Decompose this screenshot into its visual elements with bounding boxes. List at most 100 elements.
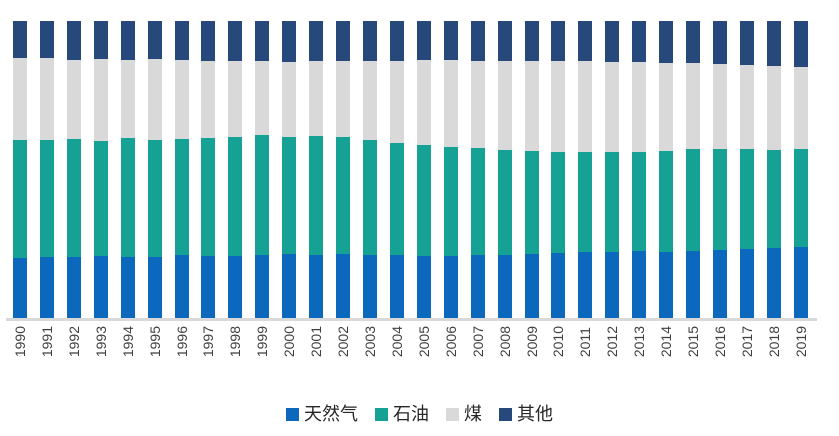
- x-tick-2014: 2014: [658, 326, 674, 357]
- bar-2018: [766, 21, 781, 318]
- bar-2006: [443, 21, 458, 318]
- segment-oil: [739, 149, 754, 250]
- x-tick-2018: 2018: [766, 326, 782, 357]
- x-tick-label: 2007: [469, 326, 486, 358]
- segment-natural-gas: [416, 255, 431, 318]
- segment-other: [632, 21, 647, 63]
- segment-other: [766, 21, 781, 66]
- segment-coal: [201, 60, 216, 139]
- x-tick-2015: 2015: [685, 326, 702, 358]
- segment-other: [147, 21, 162, 60]
- bar-2001: [309, 21, 324, 318]
- x-tick-label: 2003: [361, 326, 378, 358]
- segment-natural-gas: [470, 255, 485, 318]
- x-tick-label: 1997: [200, 326, 217, 358]
- segment-coal: [470, 60, 485, 149]
- segment-other: [362, 21, 377, 61]
- x-tick-1998: 1998: [227, 326, 243, 357]
- segment-natural-gas: [766, 247, 781, 318]
- bar-1996: [174, 21, 189, 318]
- x-tick-label: 1991: [38, 326, 55, 358]
- legend-swatch-other: [499, 407, 512, 421]
- segment-oil: [524, 150, 539, 255]
- segment-coal: [605, 61, 620, 153]
- segment-other: [282, 21, 297, 62]
- segment-natural-gas: [362, 255, 377, 318]
- legend-item-natural-gas: 天然气: [286, 404, 358, 424]
- segment-oil: [93, 140, 108, 257]
- segment-coal: [174, 59, 189, 139]
- x-tick-label: 2015: [685, 326, 702, 358]
- segment-natural-gas: [524, 254, 539, 318]
- plot-area: [13, 21, 808, 318]
- segment-natural-gas: [309, 255, 324, 318]
- x-tick-label: 1999: [254, 326, 271, 358]
- segment-natural-gas: [712, 250, 727, 318]
- segment-coal: [632, 62, 647, 153]
- x-tick-label: 2008: [496, 326, 513, 358]
- segment-coal: [39, 58, 54, 141]
- x-tick-1996: 1996: [174, 326, 190, 357]
- segment-oil: [416, 144, 431, 256]
- segment-natural-gas: [255, 255, 270, 318]
- legend: 天然气 石油 煤 其他: [0, 400, 839, 428]
- segment-other: [739, 21, 754, 66]
- x-tick-label: 2010: [550, 326, 567, 358]
- segment-oil: [389, 143, 404, 255]
- segment-coal: [686, 63, 701, 150]
- x-tick-2007: 2007: [469, 326, 486, 358]
- segment-natural-gas: [93, 256, 108, 318]
- x-tick-label: 1995: [146, 326, 163, 358]
- x-tick-1997: 1997: [200, 326, 217, 358]
- segment-other: [497, 21, 512, 61]
- segment-oil: [336, 137, 351, 255]
- bar-2014: [659, 21, 674, 318]
- x-tick-label: 2013: [631, 326, 648, 358]
- segment-oil: [712, 149, 727, 250]
- segment-natural-gas: [39, 257, 54, 318]
- bar-1993: [93, 21, 108, 318]
- legend-item-oil: 石油: [375, 404, 429, 424]
- segment-coal: [793, 67, 808, 150]
- segment-other: [255, 21, 270, 62]
- x-tick-label: 2012: [604, 326, 621, 358]
- segment-other: [551, 21, 566, 62]
- segment-other: [524, 21, 539, 62]
- bar-2016: [712, 21, 727, 318]
- bar-2017: [739, 21, 754, 318]
- segment-oil: [497, 150, 512, 255]
- x-tick-1993: 1993: [93, 326, 109, 357]
- x-tick-1992: 1992: [66, 326, 82, 357]
- segment-other: [201, 21, 216, 61]
- bar-1999: [255, 21, 270, 318]
- segment-other: [443, 21, 458, 60]
- segment-natural-gas: [174, 255, 189, 318]
- bar-1992: [66, 21, 81, 318]
- x-tick-2016: 2016: [712, 326, 728, 357]
- segment-coal: [66, 60, 81, 140]
- bar-2019: [793, 21, 808, 318]
- x-tick-label: 2000: [281, 326, 298, 358]
- segment-oil: [255, 135, 270, 256]
- segment-coal: [13, 58, 27, 141]
- segment-coal: [497, 60, 512, 151]
- segment-natural-gas: [551, 253, 566, 318]
- segment-natural-gas: [228, 255, 243, 318]
- segment-coal: [120, 59, 135, 139]
- segment-coal: [712, 64, 727, 150]
- segment-oil: [766, 149, 781, 248]
- segment-coal: [309, 61, 324, 136]
- x-tick-2012: 2012: [604, 326, 621, 358]
- segment-oil: [228, 136, 243, 256]
- segment-natural-gas: [686, 250, 701, 318]
- x-tick-label: 2005: [415, 326, 432, 358]
- segment-other: [13, 21, 27, 59]
- segment-oil: [13, 140, 27, 259]
- segment-oil: [66, 139, 81, 258]
- bar-1995: [147, 21, 162, 318]
- bar-1990: [13, 21, 27, 318]
- segment-coal: [336, 61, 351, 138]
- x-tick-2019: 2019: [793, 326, 809, 357]
- x-axis-labels: 1990 1991 1992 1993 1994 1995 1996 1997 1998 1999…: [12, 326, 809, 358]
- bar-2015: [686, 21, 701, 318]
